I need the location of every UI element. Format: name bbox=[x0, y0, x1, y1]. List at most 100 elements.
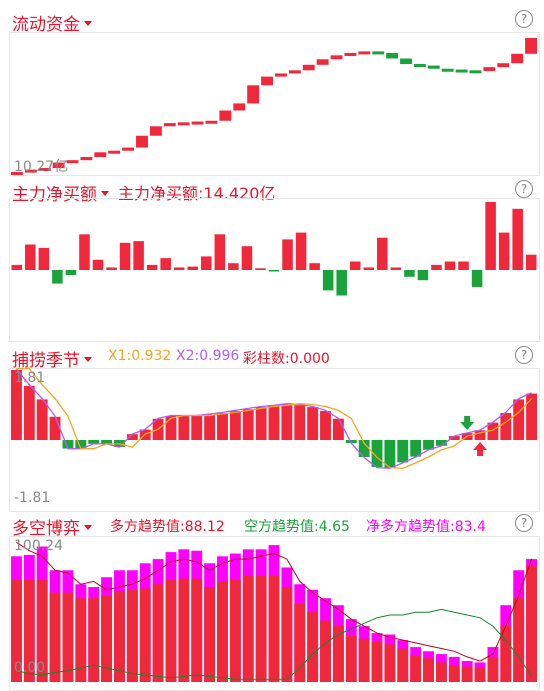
season-bar bbox=[345, 440, 357, 444]
season-bar bbox=[320, 410, 331, 440]
x2-line bbox=[15, 368, 532, 470]
chart-frame bbox=[9, 368, 540, 512]
net-buy-bar bbox=[444, 261, 456, 270]
candle bbox=[205, 120, 218, 124]
season-bar bbox=[397, 440, 409, 463]
net-long-bar bbox=[526, 566, 537, 682]
x1-value: X1:0.932 bbox=[108, 348, 172, 364]
net-long-bar bbox=[229, 580, 241, 682]
candle bbox=[177, 122, 190, 126]
candle bbox=[288, 70, 301, 74]
net-buy-bar bbox=[525, 254, 537, 270]
net-buy-bar bbox=[228, 263, 239, 270]
net-long-bar bbox=[474, 668, 486, 682]
net-long-bar bbox=[281, 587, 293, 682]
season-bar bbox=[384, 440, 396, 468]
indicator-title: 流动资金 bbox=[12, 15, 80, 35]
season-bar bbox=[165, 416, 177, 440]
indicator-selector[interactable]: 流动资金 bbox=[12, 10, 92, 35]
chevron-down-icon bbox=[84, 21, 92, 26]
season-bar bbox=[217, 412, 228, 440]
net-long-bar bbox=[448, 665, 460, 682]
net-long-bar bbox=[307, 612, 319, 682]
candle bbox=[455, 69, 468, 73]
candle bbox=[80, 157, 93, 161]
season-bar bbox=[191, 416, 203, 440]
indicator-selector[interactable]: 主力净买额 bbox=[12, 180, 109, 205]
net-buy-bar bbox=[485, 202, 496, 270]
net-long-bar bbox=[49, 592, 61, 682]
net-long-bar bbox=[36, 580, 48, 682]
indicator-title: 捕捞季节 bbox=[12, 351, 80, 371]
net-buy-bar bbox=[25, 244, 36, 270]
season-bar bbox=[204, 414, 216, 440]
season-bar bbox=[307, 407, 319, 440]
help-icon[interactable]: ? bbox=[515, 180, 533, 198]
candle bbox=[441, 68, 454, 72]
y-min-label: 0.00 bbox=[14, 660, 46, 676]
season-bar bbox=[423, 440, 434, 450]
net-long-bar bbox=[88, 598, 100, 682]
season-bar bbox=[487, 422, 499, 440]
indicator-selector[interactable]: 捕捞季节 bbox=[12, 346, 92, 371]
net-buy-bar bbox=[214, 234, 226, 270]
chevron-down-icon bbox=[101, 191, 109, 196]
net-long-bar bbox=[11, 580, 22, 682]
net-buy-bar bbox=[431, 264, 442, 270]
candle bbox=[427, 65, 440, 69]
down-arrow-icon bbox=[460, 416, 475, 430]
candle bbox=[94, 152, 107, 158]
net-buy-bar bbox=[106, 267, 117, 270]
net-buy-bar bbox=[65, 270, 77, 276]
net-long-bar bbox=[500, 626, 512, 682]
net-buy-bar bbox=[241, 246, 253, 270]
season-bar bbox=[75, 440, 87, 449]
season-bar bbox=[281, 404, 293, 440]
net-buy-bar bbox=[295, 232, 307, 270]
net-long-bar bbox=[165, 580, 177, 682]
candle bbox=[469, 70, 482, 74]
net-buy-bar bbox=[38, 247, 50, 270]
liquidity-panel: 流动资金 ? 10.27亿 bbox=[0, 8, 544, 176]
season-bar bbox=[101, 440, 113, 444]
long-short-panel: 多空博弈 多方趋势值:88.12 空方趋势值:4.65 净多方趋势值:83.4 … bbox=[0, 512, 544, 691]
fishing-season-chart bbox=[11, 367, 537, 470]
y-max-label: 1.81 bbox=[14, 370, 46, 386]
net-buy-bar bbox=[173, 267, 185, 270]
net-long-bar bbox=[332, 626, 344, 682]
season-bar bbox=[11, 370, 22, 440]
panel-header: 流动资金 ? bbox=[0, 8, 544, 35]
season-bar bbox=[178, 416, 190, 440]
season-bar bbox=[500, 412, 512, 440]
net-long-bar bbox=[384, 644, 396, 682]
x2-value: X2:0.996 bbox=[176, 348, 240, 364]
net-long-bar bbox=[410, 655, 422, 682]
y-min-label: -1.81 bbox=[14, 490, 51, 506]
candle bbox=[483, 67, 496, 72]
x1-line bbox=[16, 367, 533, 470]
net-long-trend-value: 净多方趋势值:83.4 bbox=[366, 519, 486, 535]
long-short-chart bbox=[11, 541, 537, 682]
season-bar bbox=[526, 393, 537, 440]
indicator-selector[interactable]: 多空博弈 bbox=[12, 514, 92, 539]
net-long-bar bbox=[397, 648, 409, 682]
season-bar bbox=[62, 440, 74, 449]
net-buy-bar bbox=[322, 270, 334, 291]
panel-header: 捕捞季节 X1:0.932 X2:0.996 彩柱数:0.000 ? bbox=[0, 344, 544, 371]
net-long-bar bbox=[345, 635, 357, 682]
season-bar bbox=[255, 407, 267, 440]
net-buy-bar bbox=[282, 239, 293, 270]
net-buy-bar bbox=[79, 234, 90, 270]
season-bar bbox=[88, 440, 100, 444]
net-long-bar bbox=[139, 588, 151, 682]
net-buy-bar bbox=[92, 259, 104, 270]
net-buy-bar bbox=[471, 270, 483, 287]
candle bbox=[330, 55, 343, 60]
bar-count-value: 彩柱数:0.000 bbox=[243, 351, 330, 367]
help-icon[interactable]: ? bbox=[515, 514, 533, 532]
candle bbox=[24, 169, 37, 173]
help-icon[interactable]: ? bbox=[515, 346, 533, 364]
help-icon[interactable]: ? bbox=[515, 10, 533, 28]
candle bbox=[163, 123, 176, 127]
net-long-bar bbox=[126, 589, 138, 682]
